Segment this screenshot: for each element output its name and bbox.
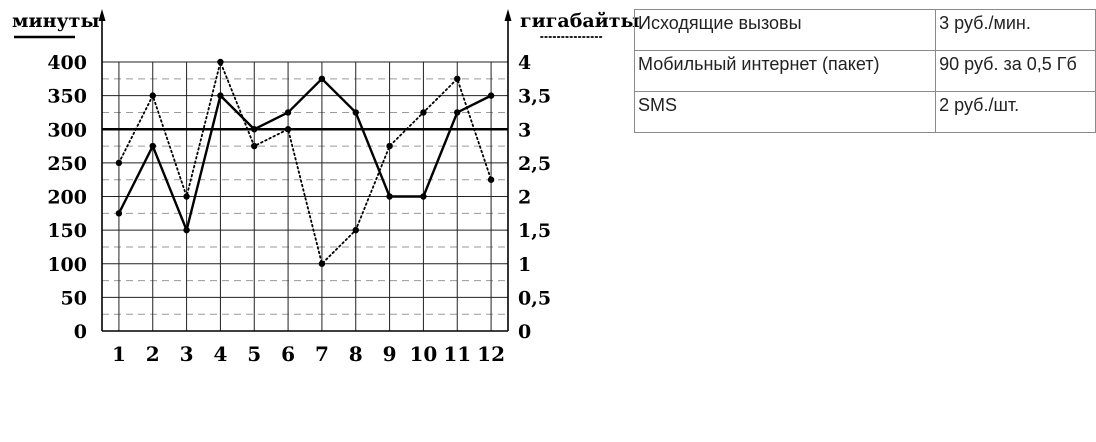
right-tick-label: 4 <box>518 52 531 74</box>
minutes-point <box>217 92 224 99</box>
x-tick-label: 6 <box>281 342 295 366</box>
gigabytes-point <box>454 75 461 83</box>
minutes-point <box>318 75 326 83</box>
left-tick-label: 200 <box>47 187 87 209</box>
x-tick-label: 12 <box>477 342 505 366</box>
x-tick-label: 5 <box>247 342 261 366</box>
x-tick-label: 10 <box>409 342 437 366</box>
minutes-point <box>352 109 359 116</box>
right-tick-label: 3,5 <box>518 86 551 108</box>
left-tick-label: 250 <box>47 153 87 175</box>
price-cell: 2 руб./шт. <box>935 91 1096 133</box>
minutes-point <box>386 193 393 200</box>
right-axis-arrow <box>504 9 512 21</box>
gigabytes-point <box>251 142 258 150</box>
left-axis-title: минуты <box>12 10 100 32</box>
x-tick-label: 2 <box>146 342 160 366</box>
gigabytes-point <box>386 142 393 150</box>
gigabytes-point <box>318 260 326 267</box>
left-tick-label: 150 <box>47 220 87 242</box>
right-tick-label: 1,5 <box>518 220 551 242</box>
gigabytes-point <box>487 176 495 183</box>
minutes-point <box>251 126 258 133</box>
gigabytes-point <box>115 159 123 167</box>
minutes-point <box>284 109 292 116</box>
right-tick-label: 3 <box>518 119 531 141</box>
table-row: SMS 2 руб./шт. <box>633 91 1096 133</box>
service-cell: SMS <box>633 91 937 133</box>
gigabytes-point <box>420 109 427 116</box>
right-axis-title: гигабайты <box>520 10 640 32</box>
service-cell: Мобильный интернет (пакет) <box>633 50 937 92</box>
x-tick-label: 9 <box>383 342 397 366</box>
price-cell: 90 руб. за 0,5 Гб <box>935 50 1096 92</box>
x-tick-label: 3 <box>180 342 194 366</box>
minutes-point <box>420 193 427 200</box>
gigabytes-point <box>352 226 359 234</box>
minutes-point <box>115 210 123 217</box>
service-cell: Исходящие вызовы <box>633 9 937 51</box>
right-tick-label: 2,5 <box>518 153 551 175</box>
right-tick-label: 0,5 <box>518 287 551 309</box>
table-row: Исходящие вызовы 3 руб./мин. <box>633 9 1096 51</box>
left-tick-label: 300 <box>47 119 87 141</box>
minutes-point <box>487 92 495 99</box>
left-tick-label: 400 <box>47 52 87 74</box>
minutes-series-line <box>117 77 492 234</box>
minutes-point <box>183 226 190 234</box>
right-tick-label: 1 <box>518 254 531 276</box>
minutes-point <box>454 109 461 116</box>
x-tick-label: 7 <box>315 342 329 366</box>
left-tick-label: 100 <box>47 254 87 276</box>
gigabytes-point <box>149 92 156 99</box>
x-tick-label: 8 <box>349 342 363 366</box>
left-tick-label: 350 <box>47 86 87 108</box>
chart-canvas: 0 50 100 150 200 250 300 350 400 0 0,5 1 1,5 2 2,5 3 3,5… <box>12 9 640 366</box>
x-tick-label: 11 <box>443 342 471 366</box>
left-tick-label: 0 <box>74 321 87 343</box>
gigabytes-point <box>183 193 190 200</box>
usage-chart: 0 50 100 150 200 250 300 350 400 0 0,5 1 1,5 2 2,5 3 3,5… <box>12 9 640 366</box>
minutes-point <box>149 142 156 150</box>
left-axis-arrow <box>98 9 106 21</box>
tariff-table: Исходящие вызовы 3 руб./мин. Мобильный и… <box>633 9 1096 133</box>
right-tick-label: 0 <box>518 321 531 343</box>
right-tick-label: 2 <box>518 187 531 209</box>
left-tick-label: 50 <box>61 287 87 309</box>
x-tick-label: 1 <box>112 342 126 366</box>
table-row: Мобильный интернет (пакет) 90 руб. за 0,… <box>633 50 1096 92</box>
gigabytes-point <box>284 126 292 133</box>
gigabytes-series-line <box>118 59 492 266</box>
x-tick-label: 4 <box>213 342 227 366</box>
gigabytes-point <box>217 58 224 66</box>
price-cell: 3 руб./мин. <box>935 9 1096 51</box>
